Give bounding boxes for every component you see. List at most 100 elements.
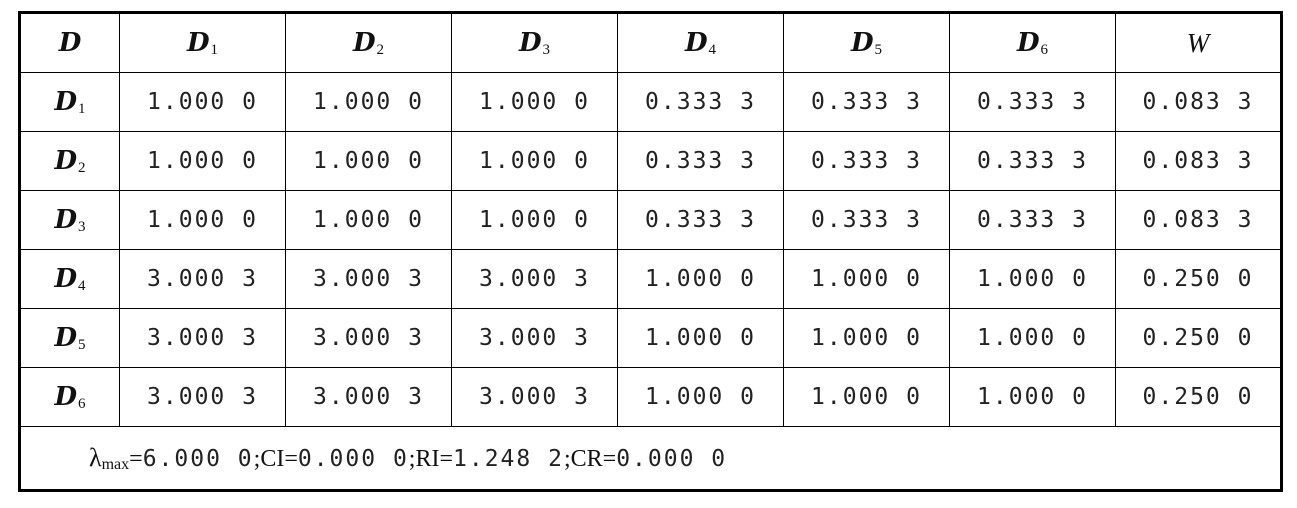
cell-value: 0.333 3 — [977, 148, 1088, 174]
header-corner-label: D — [58, 28, 82, 58]
cell-value: 1.000 0 — [977, 325, 1088, 351]
header-cell: D4 — [617, 12, 784, 73]
table-row: D1 1.000 0 1.000 0 1.000 0 0.333 3 0.333 3 0.3… — [19, 72, 1282, 132]
footer-cell: λmax=6.000 0;CI=0.000 0;RI=1.248 2;CR=0.… — [19, 426, 1282, 491]
cell-value: 1.000 0 — [645, 384, 756, 410]
table-cell: 3.000 3 — [119, 308, 286, 368]
row-label-cell: D3 — [19, 190, 120, 250]
table-cell: 1.000 0 — [285, 72, 452, 132]
equals-sign: = — [284, 445, 298, 472]
table-row: D2 1.000 0 1.000 0 1.000 0 0.333 3 0.333 3 0.3… — [19, 131, 1282, 191]
weight-value: 0.250 0 — [1142, 325, 1254, 351]
cell-value: 1.000 0 — [811, 266, 922, 292]
table-cell: 0.333 3 — [783, 131, 950, 191]
table-cell: 1.000 0 — [783, 249, 950, 309]
table-cell: 1.000 0 — [451, 72, 618, 132]
header-col-base: D — [1016, 27, 1040, 58]
table-cell: 3.000 3 — [119, 367, 286, 427]
table-cell: 0.333 3 — [617, 190, 784, 250]
cell-value: 0.333 3 — [645, 207, 756, 233]
table-cell: 1.000 0 — [949, 367, 1116, 427]
header-corner-cell: D — [19, 12, 120, 73]
ci-label: CI — [260, 445, 285, 472]
row-label-cell: D2 — [19, 131, 120, 191]
cell-value: 1.000 0 — [811, 384, 922, 410]
table-cell: 0.333 3 — [949, 131, 1116, 191]
cell-value: 1.000 0 — [313, 89, 424, 115]
row-label-cell: D6 — [19, 367, 120, 427]
table-cell: 1.000 0 — [617, 367, 784, 427]
weight-cell: 0.083 3 — [1115, 72, 1282, 132]
cell-value: 0.333 3 — [977, 89, 1088, 115]
cr-value: 0.000 0 — [616, 445, 728, 472]
header-weight-cell: W — [1115, 12, 1282, 73]
cell-value: 0.333 3 — [977, 207, 1088, 233]
row-label-base: D — [54, 263, 78, 294]
equals-sign: = — [439, 445, 454, 472]
weight-cell: 0.250 0 — [1115, 249, 1282, 309]
table-cell: 3.000 3 — [119, 249, 286, 309]
cell-value: 0.333 3 — [811, 148, 922, 174]
table-cell: 1.000 0 — [783, 367, 950, 427]
header-col-sub: 5 — [874, 41, 883, 58]
header-weight-label: W — [1186, 27, 1210, 58]
cell-value: 0.333 3 — [645, 148, 756, 174]
table-cell: 0.333 3 — [783, 190, 950, 250]
cell-value: 0.333 3 — [645, 89, 756, 115]
row-label-base: D — [54, 145, 78, 176]
header-col-base: D — [186, 27, 210, 58]
row-label-base: D — [54, 381, 78, 412]
table-cell: 1.000 0 — [285, 190, 452, 250]
table-cell: 1.000 0 — [451, 190, 618, 250]
cell-value: 1.000 0 — [147, 89, 258, 115]
table-cell: 3.000 3 — [451, 367, 618, 427]
table-cell: 0.333 3 — [617, 72, 784, 132]
ri-label: RI — [415, 445, 440, 472]
row-label-sub: 4 — [78, 277, 86, 294]
cell-value: 1.000 0 — [479, 207, 590, 233]
cell-value: 1.000 0 — [147, 148, 258, 174]
separator: ; — [253, 445, 261, 472]
header-col-base: D — [850, 27, 874, 58]
cell-value: 1.000 0 — [313, 207, 424, 233]
row-label-cell: D1 — [19, 72, 120, 132]
table-cell: 1.000 0 — [783, 308, 950, 368]
weight-value: 0.250 0 — [1142, 266, 1254, 292]
table-cell: 1.000 0 — [949, 249, 1116, 309]
row-label-base: D — [54, 322, 78, 353]
cell-value: 1.000 0 — [645, 325, 756, 351]
cell-value: 1.000 0 — [479, 89, 590, 115]
table-cell: 3.000 3 — [285, 308, 452, 368]
header-col-sub: 1 — [210, 41, 219, 58]
table-cell: 0.333 3 — [617, 131, 784, 191]
weight-cell: 0.083 3 — [1115, 131, 1282, 191]
table-cell: 3.000 3 — [285, 367, 452, 427]
header-cell: D3 — [451, 12, 618, 73]
table-cell: 1.000 0 — [119, 190, 286, 250]
table-row: D4 3.000 3 3.000 3 3.000 3 1.000 0 1.000 0 1.0… — [19, 249, 1282, 309]
cell-value: 3.000 3 — [479, 384, 590, 410]
header-col-sub: 3 — [542, 41, 551, 58]
header-col-sub: 4 — [708, 41, 717, 58]
table-cell: 1.000 0 — [451, 131, 618, 191]
cell-value: 1.000 0 — [811, 325, 922, 351]
row-label-cell: D4 — [19, 249, 120, 309]
lambda-symbol: λ — [89, 442, 102, 472]
cell-value: 3.000 3 — [313, 266, 424, 292]
header-cell: D1 — [119, 12, 286, 73]
cell-value: 3.000 3 — [479, 266, 590, 292]
cell-value: 1.000 0 — [977, 384, 1088, 410]
table-cell: 1.000 0 — [949, 308, 1116, 368]
lambda-max-value: 6.000 0 — [142, 445, 254, 472]
equals-sign: = — [129, 445, 143, 472]
table-cell: 1.000 0 — [119, 131, 286, 191]
consistency-summary: λmax=6.000 0;CI=0.000 0;RI=1.248 2;CR=0.… — [89, 442, 728, 473]
table-cell: 3.000 3 — [285, 249, 452, 309]
table-cell: 1.000 0 — [285, 131, 452, 191]
weight-value: 0.250 0 — [1142, 384, 1254, 410]
row-label-sub: 6 — [78, 395, 86, 412]
weight-value: 0.083 3 — [1142, 148, 1254, 174]
header-cell: D6 — [949, 12, 1116, 73]
table-cell: 1.000 0 — [119, 72, 286, 132]
table-cell: 3.000 3 — [451, 249, 618, 309]
